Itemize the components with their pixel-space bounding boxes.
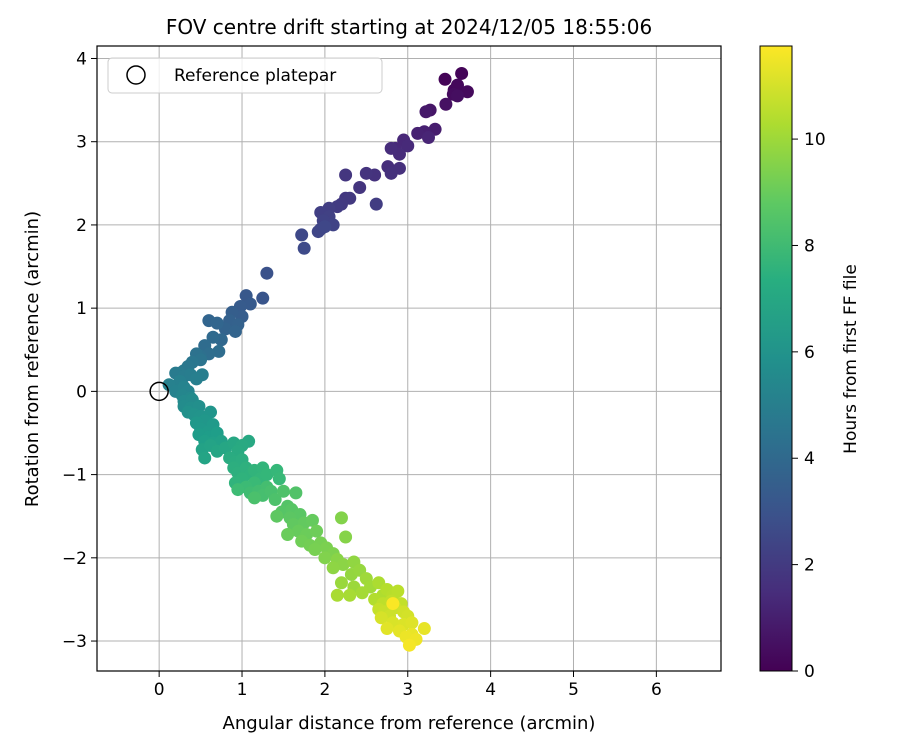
y-tick-label: −2 xyxy=(62,549,87,569)
data-point xyxy=(270,509,284,523)
y-tick-label: 1 xyxy=(76,299,87,319)
colorbar xyxy=(759,45,793,672)
data-point xyxy=(369,197,383,211)
colorbar-label: Hours from first FF file xyxy=(841,264,861,454)
y-tick-label: 2 xyxy=(76,216,87,236)
data-point xyxy=(260,468,274,482)
data-point xyxy=(339,168,353,182)
data-point xyxy=(384,166,398,180)
x-tick-label: 0 xyxy=(154,680,165,700)
colorbar-tick-label: 10 xyxy=(804,130,826,150)
chart-title: FOV centre drift starting at 2024/12/05 … xyxy=(166,15,652,39)
data-point xyxy=(231,483,245,497)
data-point xyxy=(206,330,220,344)
data-point xyxy=(212,344,226,358)
colorbar-tick-label: 6 xyxy=(804,343,815,363)
x-tick-label: 2 xyxy=(319,680,330,700)
data-point xyxy=(243,297,257,311)
colorbar-tick-label: 8 xyxy=(804,236,815,256)
data-point xyxy=(402,638,416,652)
data-point xyxy=(438,72,452,86)
data-point xyxy=(405,616,419,630)
data-point xyxy=(198,451,212,465)
data-point xyxy=(268,493,282,507)
data-points xyxy=(162,66,474,652)
data-point xyxy=(336,557,350,571)
colorbar-tick-label: 2 xyxy=(804,556,815,576)
data-point xyxy=(210,316,224,330)
data-point xyxy=(305,513,319,527)
data-point xyxy=(276,484,290,498)
data-point xyxy=(334,576,348,590)
x-tick-label: 6 xyxy=(651,680,662,700)
data-point xyxy=(334,511,348,525)
data-point xyxy=(384,141,398,155)
x-tick-label: 4 xyxy=(485,680,496,700)
data-point xyxy=(272,472,286,486)
y-tick-label: −3 xyxy=(62,632,87,652)
y-tick-label: 0 xyxy=(76,382,87,402)
data-point xyxy=(401,139,415,153)
data-point xyxy=(310,524,324,538)
data-point xyxy=(374,611,388,625)
data-point xyxy=(439,97,453,111)
data-point xyxy=(281,528,295,542)
y-axis: −3 −2 −1 0 1 2 3 4 xyxy=(62,49,97,652)
data-point xyxy=(455,66,469,80)
data-point xyxy=(318,551,332,565)
data-point xyxy=(318,220,332,234)
data-point xyxy=(386,597,400,611)
data-point xyxy=(256,291,270,305)
data-point xyxy=(339,530,353,544)
legend-label-reference: Reference platepar xyxy=(174,66,336,86)
data-point xyxy=(359,166,373,180)
data-point xyxy=(417,622,431,636)
plot-frame xyxy=(96,45,722,672)
x-tick-label: 1 xyxy=(237,680,248,700)
legend: Reference platepar xyxy=(107,57,383,94)
data-point xyxy=(343,588,357,602)
y-tick-label: 4 xyxy=(76,49,87,69)
data-point xyxy=(460,85,474,99)
colorbar-tick-label: 0 xyxy=(804,662,815,682)
y-tick-label: −1 xyxy=(62,466,87,486)
colorbar-tick-label: 4 xyxy=(804,449,815,469)
data-point xyxy=(326,561,340,575)
data-point xyxy=(189,372,203,386)
reference-platepar-marker xyxy=(149,381,169,402)
y-axis-label: Rotation from reference (arcmin) xyxy=(22,211,43,507)
data-point xyxy=(289,486,303,500)
data-point xyxy=(260,266,274,280)
data-point xyxy=(295,228,309,242)
colorbar-ticks: 0 2 4 6 8 10 xyxy=(792,130,826,682)
x-axis: 0 1 2 3 4 5 6 xyxy=(154,671,662,700)
data-point xyxy=(421,131,435,145)
data-point xyxy=(297,241,311,255)
data-point xyxy=(353,180,367,194)
data-point xyxy=(228,324,242,338)
data-point xyxy=(411,126,425,140)
data-point xyxy=(380,622,394,636)
y-tick-label: 3 xyxy=(76,133,87,153)
data-point xyxy=(450,89,464,103)
data-point xyxy=(247,491,261,505)
data-point xyxy=(419,105,433,119)
x-tick-label: 5 xyxy=(568,680,579,700)
legend-marker-reference xyxy=(126,65,146,85)
data-point xyxy=(308,542,322,556)
x-tick-label: 3 xyxy=(402,680,413,700)
data-point xyxy=(355,586,369,600)
data-point xyxy=(391,584,405,598)
data-point xyxy=(330,588,344,602)
x-axis-label: Angular distance from reference (arcmin) xyxy=(223,713,596,734)
legend-box xyxy=(107,57,383,94)
